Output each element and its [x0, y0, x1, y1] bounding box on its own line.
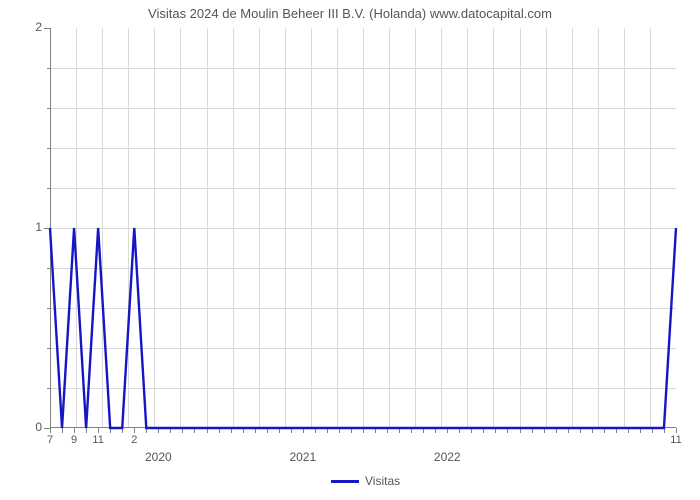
x-tick	[98, 428, 99, 433]
x-tick	[50, 428, 51, 433]
legend-label: Visitas	[365, 474, 400, 488]
x-tick-label: 9	[71, 434, 77, 446]
chart-title: Visitas 2024 de Moulin Beheer III B.V. (…	[0, 6, 700, 21]
legend: Visitas	[331, 474, 400, 488]
x-tick	[134, 428, 135, 433]
y-tick-label: 1	[24, 220, 42, 234]
x-tick-label: 7	[47, 434, 53, 446]
x-year-label: 2020	[145, 450, 172, 464]
visits-line-chart: Visitas 2024 de Moulin Beheer III B.V. (…	[0, 0, 700, 500]
x-tick-label: 11	[92, 434, 103, 446]
x-tick	[74, 428, 75, 433]
plot-area: 0127911211202020212022	[50, 28, 676, 428]
y-tick-label: 0	[24, 420, 42, 434]
x-tick-label: 2	[131, 434, 137, 446]
x-tick	[676, 428, 677, 433]
y-tick-label: 2	[24, 20, 42, 34]
x-tick	[62, 428, 63, 433]
x-year-label: 2022	[434, 450, 461, 464]
series-line	[50, 28, 676, 428]
x-year-label: 2021	[289, 450, 316, 464]
x-tick	[86, 428, 87, 433]
legend-swatch	[331, 480, 359, 483]
x-tick-label: 11	[670, 434, 681, 446]
